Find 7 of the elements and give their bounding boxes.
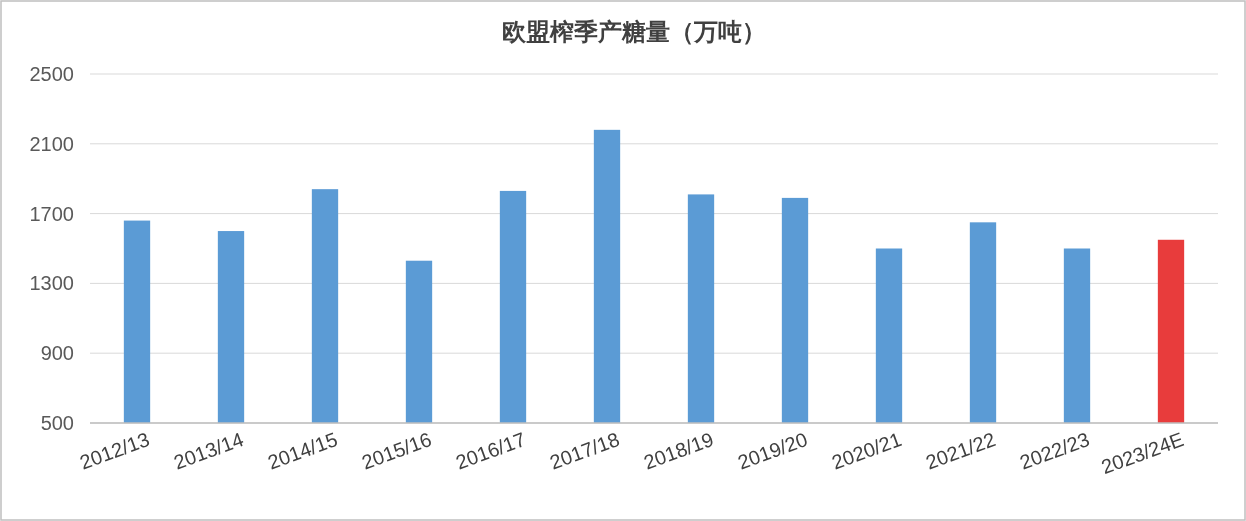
y-tick-label: 500: [40, 412, 74, 434]
y-tick-label: 2100: [29, 132, 74, 155]
y-tick-label: 1700: [29, 202, 74, 225]
y-tick-label: 900: [40, 342, 74, 365]
y-tick-label: 1300: [29, 272, 74, 295]
y-tick-label: 2500: [29, 63, 74, 85]
chart-title: 欧盟榨季产糖量（万吨）: [502, 18, 766, 45]
